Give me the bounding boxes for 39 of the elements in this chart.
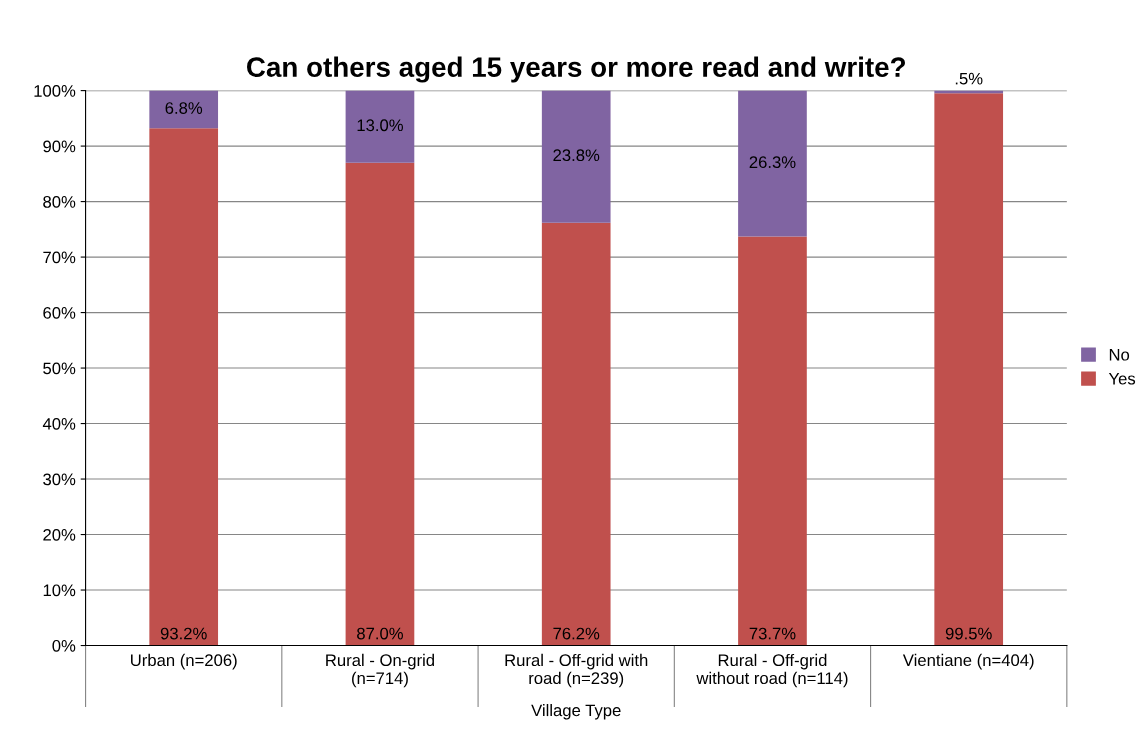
bar (149, 128, 219, 646)
x-tick-label: Rural - Off-grid with road (n=239) (505, 653, 648, 688)
x-tick-label: Urban (n=206) (131, 653, 237, 670)
x-axis-title: Village Type (531, 704, 621, 720)
bar (738, 90, 807, 237)
y-tick-label: 90% (43, 140, 76, 153)
y-tick-label: 70% (43, 251, 76, 264)
bar (738, 236, 807, 646)
data-label: 6.8% (165, 102, 203, 114)
y-tick-label: 40% (42, 417, 76, 430)
data-label: 76.2% (553, 627, 600, 640)
data-label: 93.2% (160, 627, 207, 640)
y-tick-label: 30% (43, 473, 76, 486)
y-tick-label: 80% (43, 195, 76, 208)
y-tick-label: 50% (43, 362, 76, 375)
bar (934, 93, 1004, 646)
chart-title: Can others aged 15 years or more read and write? (247, 56, 905, 83)
data-label: 87.0% (357, 627, 403, 640)
data-label: .5% (955, 72, 983, 85)
legend-label: Yes (1108, 372, 1136, 385)
data-label: 73.7% (749, 627, 796, 640)
bar (345, 90, 415, 163)
data-label: 26.3% (749, 156, 796, 169)
y-tick-label: 20% (43, 528, 76, 541)
data-label: 23.8% (553, 149, 600, 162)
data-label: 13.0% (357, 119, 403, 132)
x-tick-label: Rural - Off-grid without road (n=114) (696, 653, 848, 688)
bar (541, 222, 611, 646)
bar (541, 90, 611, 223)
bar (345, 162, 415, 646)
x-tick-label: Rural - On-grid (n=714) (326, 653, 434, 688)
y-tick-label: 60% (43, 306, 76, 319)
y-tick-label: 100% (34, 85, 76, 97)
bar (149, 90, 219, 129)
legend-label: No (1109, 348, 1130, 361)
x-tick-label: Vientiane (n=404) (902, 653, 1034, 670)
y-tick-label: 10% (43, 584, 76, 597)
data-label: 99.5% (945, 627, 992, 640)
y-tick-label: 0% (52, 639, 76, 652)
